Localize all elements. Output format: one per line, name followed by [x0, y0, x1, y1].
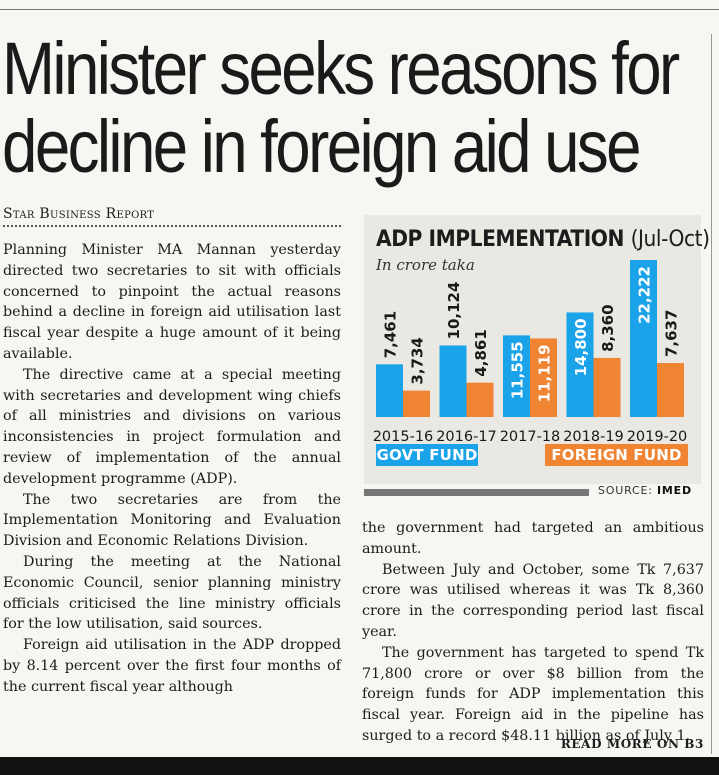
adp-chart: 7,461 3,734 2015-16 10,124 4,861 2016-17 11,55… [364, 215, 710, 484]
article-column-right: the government had targeted an ambitious… [362, 518, 704, 747]
byline: Star Business Report [3, 206, 155, 222]
bar-label-foreign-2016-17: 4,861 [472, 329, 490, 376]
article-paragraph: Foreign aid utilisation in the ADP dropp… [3, 637, 341, 695]
article-column-left: Planning Minister MA Mannan yesterday di… [3, 240, 341, 698]
bar-govt-2016-17 [439, 345, 467, 417]
source-name: IMED [657, 484, 692, 497]
bar-label-govt-2017-18: 11,555 [509, 341, 527, 399]
article-paragraph: The government has targeted to spend Tk … [362, 644, 704, 744]
bar-label-foreign-2015-16: 3,734 [409, 337, 427, 384]
bar-label-foreign-2018-19: 8,360 [599, 304, 617, 351]
category-label-2015-16: 2015-16 [373, 429, 434, 445]
bar-govt-2019-20 [630, 260, 657, 417]
chart-source: SOURCE: IMED [598, 484, 692, 497]
source-bar [364, 489, 589, 496]
bar-govt-2015-16 [376, 364, 403, 417]
bar-foreign-2015-16 [403, 390, 430, 417]
article-paragraph: Between July and October, some Tk 7,637 … [362, 561, 704, 640]
bar-label-govt-2018-19: 14,800 [572, 318, 590, 376]
bar-label-foreign-2017-18: 11,119 [536, 344, 554, 402]
source-label: SOURCE: [598, 484, 653, 497]
bar-govt-2017-18 [503, 335, 530, 417]
chart-plot: 7,461 3,734 2015-16 10,124 4,861 2016-17 11,55… [373, 260, 688, 445]
category-label-2016-17: 2016-17 [436, 429, 497, 445]
bar-label-govt-2019-20: 22,222 [636, 266, 654, 324]
article-paragraph: The two secretaries are from the Impleme… [3, 491, 341, 550]
chart-subtitle: In crore taka [376, 256, 475, 274]
category-label-2019-20: 2019-20 [627, 429, 688, 445]
bar-govt-2018-19 [566, 312, 594, 417]
legend-govt-fund: GOVT FUND [376, 444, 478, 466]
bar-label-foreign-2019-20: 7,637 [663, 310, 681, 357]
headline-line-2: decline in foreign aid use [2, 105, 642, 188]
article-paragraph: The directive came at a special meeting … [3, 366, 341, 487]
top-rule [0, 9, 719, 10]
article-paragraph: Planning Minister MA Mannan yesterday di… [3, 242, 341, 362]
article-paragraph: the government had targeted an ambitious… [362, 520, 704, 557]
headline-line-1: Minister seeks reasons for [2, 27, 680, 110]
bar-foreign-2019-20 [657, 363, 684, 417]
chart-period: (Jul-Oct) [630, 227, 710, 252]
bar-label-govt-2015-16: 7,461 [382, 311, 400, 358]
chart-title-text: ADP IMPLEMENTATION [376, 227, 625, 252]
chart-title: ADP IMPLEMENTATION (Jul-Oct) [376, 227, 710, 252]
headline: Minister seeks reasons for decline in fo… [2, 30, 680, 186]
bottom-bar [0, 757, 719, 775]
column-rule [711, 34, 712, 754]
legend-foreign-fund: FOREIGN FUND [545, 444, 688, 466]
bar-foreign-2016-17 [466, 382, 494, 417]
byline-dotted-rule [3, 225, 341, 227]
bar-foreign-2017-18 [530, 338, 557, 417]
bar-label-govt-2016-17: 10,124 [445, 282, 463, 340]
category-label-2017-18: 2017-18 [500, 429, 561, 445]
read-more-link[interactable]: READ MORE ON B3 [560, 737, 704, 751]
article-paragraph: During the meeting at the National Econo… [3, 553, 341, 633]
bar-foreign-2018-19 [593, 357, 621, 417]
category-label-2018-19: 2018-19 [563, 429, 624, 445]
